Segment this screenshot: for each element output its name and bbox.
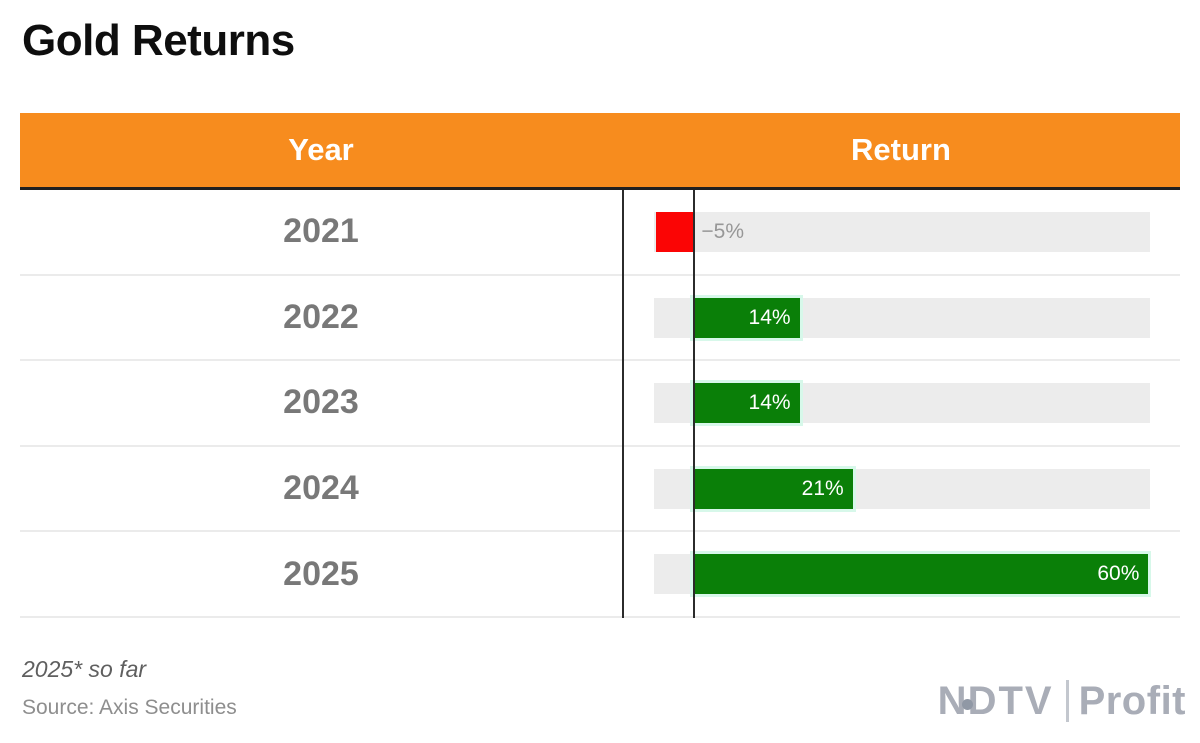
return-cell: 60% [622, 532, 1180, 616]
table-body: 2021 −5% 2022 14% 2023 14% 2024 21% 2025 60% [20, 190, 1180, 618]
bar-track: −5% [654, 212, 1150, 252]
table-row: 2023 14% [20, 361, 1180, 447]
bar-value-label: 21% [801, 476, 844, 500]
column-header-year: Year [288, 132, 354, 167]
source-note: Source: Axis Securities [22, 696, 237, 719]
year-cell: 2023 [283, 383, 359, 422]
return-cell: 14% [622, 361, 1180, 445]
ndtv-wordmark: N DTV [938, 679, 1054, 724]
return-cell: −5% [622, 190, 1180, 274]
bar-track: 14% [654, 383, 1150, 424]
bar-track: 21% [654, 468, 1150, 509]
year-cell: 2025 [283, 554, 359, 593]
column-divider-line [622, 190, 624, 618]
return-bar: 60% [693, 554, 1149, 595]
return-cell: 14% [622, 276, 1180, 360]
bar-track: 14% [654, 297, 1150, 338]
table-row: 2025 60% [20, 532, 1180, 618]
footnote: 2025* so far [22, 656, 147, 682]
table-row: 2021 −5% [20, 190, 1180, 276]
year-cell: 2021 [283, 212, 359, 251]
bar-track: 60% [654, 554, 1150, 595]
year-cell: 2024 [283, 469, 359, 508]
profit-wordmark: Profit [1078, 678, 1186, 723]
zero-axis-line [693, 190, 695, 618]
logo-divider [1065, 680, 1069, 722]
table-row: 2024 21% [20, 447, 1180, 533]
year-cell: 2022 [283, 297, 359, 336]
bar-value-label: 14% [748, 305, 791, 329]
bar-value-label: 60% [1097, 562, 1140, 586]
ndtv-letter-n: N [937, 678, 969, 723]
ndtv-profit-logo: N DTV Profit [938, 676, 1186, 726]
return-bar: 21% [693, 468, 853, 509]
ndtv-dot-icon [961, 698, 973, 710]
table-header: Year Return [20, 113, 1180, 190]
return-bar: 14% [693, 383, 800, 424]
bar-value-label: −5% [701, 220, 745, 243]
bar-value-label: 14% [748, 391, 791, 415]
table-row: 2022 14% [20, 276, 1180, 362]
return-cell: 21% [622, 447, 1180, 531]
return-bar [655, 212, 694, 252]
return-bar: 14% [693, 297, 800, 338]
page-title: Gold Returns [22, 16, 295, 65]
ndtv-letters-dtv: DTV [967, 678, 1054, 723]
column-header-return: Return [851, 132, 951, 167]
